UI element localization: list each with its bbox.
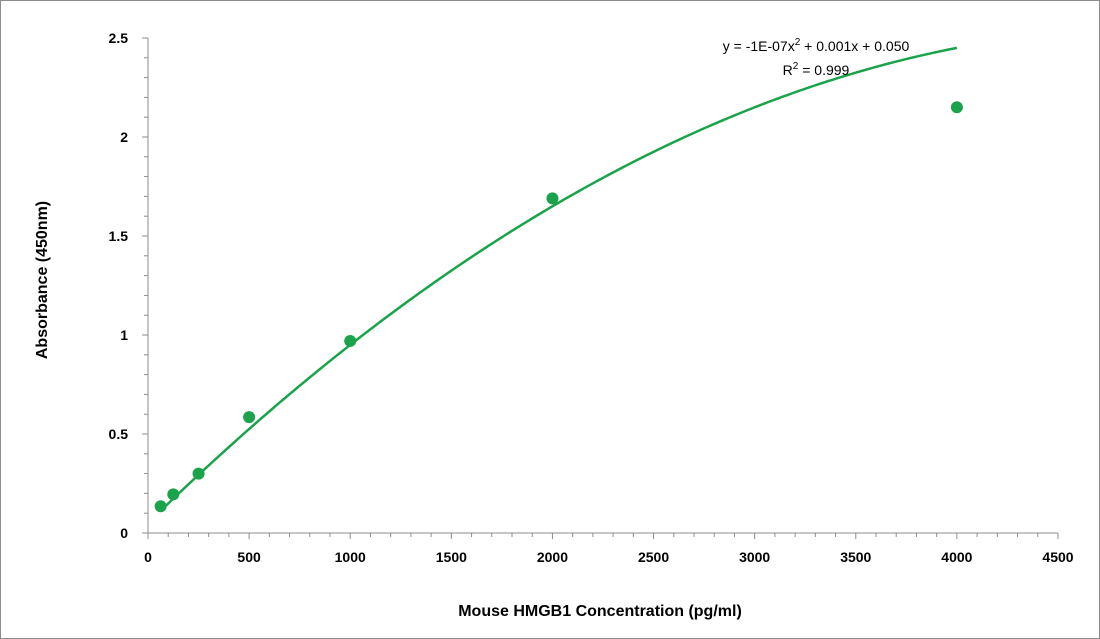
x-axis-title: Mouse HMGB1 Concentration (pg/ml) <box>458 603 742 620</box>
data-point <box>344 334 357 347</box>
x-tick-label: 4000 <box>941 549 972 565</box>
x-tick-label: 4500 <box>1042 549 1073 565</box>
y-axis: 0 0.5 1 1.5 2 2.5 <box>109 30 149 541</box>
y-tick-label: 1 <box>120 327 128 343</box>
y-tick-label: 2 <box>120 129 128 145</box>
x-tick-label: 3000 <box>739 549 770 565</box>
y-axis-title: Absorbance (450nm) <box>34 201 51 359</box>
data-points <box>154 101 963 513</box>
y-tick-label: 0 <box>120 525 128 541</box>
trendline <box>159 46 958 512</box>
y-tick-label: 2.5 <box>109 30 129 46</box>
x-tick-label: 3500 <box>840 549 871 565</box>
x-tick-label: 2500 <box>638 549 669 565</box>
x-tick-label: 1000 <box>335 549 366 565</box>
trendline-equation: y = -1E-07x2 + 0.001x + 0.050 <box>723 37 910 54</box>
data-point <box>154 500 167 513</box>
data-point <box>192 467 205 480</box>
x-axis: 0 500 1000 1500 2000 2500 3000 3500 4000 4500 <box>144 532 1074 565</box>
y-tick-label: 1.5 <box>109 228 129 244</box>
data-point <box>167 488 180 501</box>
x-tick-label: 0 <box>144 549 152 565</box>
data-point <box>243 411 256 424</box>
x-tick-label: 2000 <box>537 549 568 565</box>
data-point <box>950 101 963 114</box>
y-tick-label: 0.5 <box>109 426 129 442</box>
x-tick-label: 500 <box>237 549 261 565</box>
r-squared-label: R2 = 0.999 <box>783 61 850 78</box>
data-point <box>546 192 559 205</box>
x-tick-label: 1500 <box>436 549 467 565</box>
